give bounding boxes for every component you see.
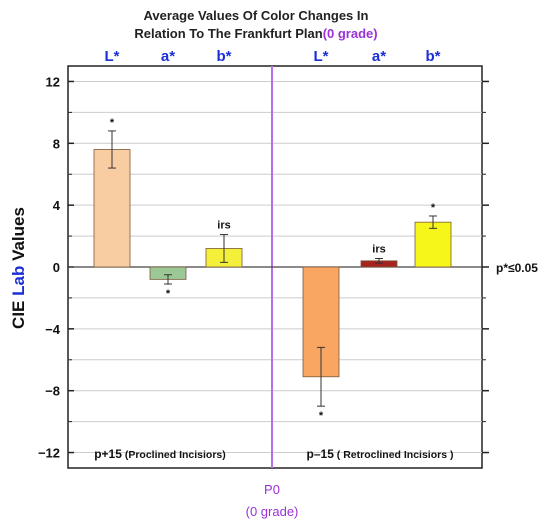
chart-title-line2: Relation To The Frankfurt Plan(0 grade) (134, 26, 377, 41)
y-tick-label: 8 (53, 136, 60, 151)
y-tick-label: 0 (53, 260, 60, 275)
group-label-right: p–15 ( Retroclined Incisiors ) (307, 447, 454, 461)
y-tick-label: −12 (38, 446, 60, 461)
data-annotation: irs (372, 243, 385, 255)
grid-lines (68, 80, 482, 454)
y-axis-label: CIE Lab Values (9, 207, 28, 329)
category-label: b* (426, 48, 441, 65)
bar (414, 221, 452, 268)
y-axis-label-accent: Lab (9, 266, 28, 296)
y-tick-label: −4 (45, 322, 61, 337)
data-annotation: * (431, 202, 436, 214)
y-tick-label: 12 (46, 74, 60, 89)
right-axis (482, 80, 489, 454)
y-tick-label: 4 (53, 198, 61, 213)
p0-sublabel: (0 grade) (246, 504, 299, 519)
significance-note: p*≤0.05 (496, 261, 538, 275)
y-tick-label: −8 (45, 384, 60, 399)
bars: * * irs * irs * (93, 117, 452, 422)
category-label: a* (372, 48, 386, 65)
chart-title-line1: Average Values Of Color Changes In (144, 8, 369, 23)
category-label: a* (161, 48, 175, 65)
category-label: L* (314, 48, 329, 65)
data-annotation: irs (217, 220, 230, 232)
chart-title-accent: (0 grade) (323, 26, 378, 41)
data-annotation: * (110, 117, 115, 129)
bar (93, 149, 131, 268)
category-label: L* (105, 48, 120, 65)
category-labels: L* a* b* L* a* b* (105, 48, 441, 65)
group-label-left: p+15 (Proclined Incisiors) (94, 447, 226, 461)
p0-label: P0 (264, 482, 280, 497)
category-label: b* (217, 48, 232, 65)
y-axis: −12 −8 −4 0 4 8 12 (38, 74, 74, 461)
data-annotation: * (166, 288, 171, 300)
data-annotation: * (319, 410, 324, 422)
